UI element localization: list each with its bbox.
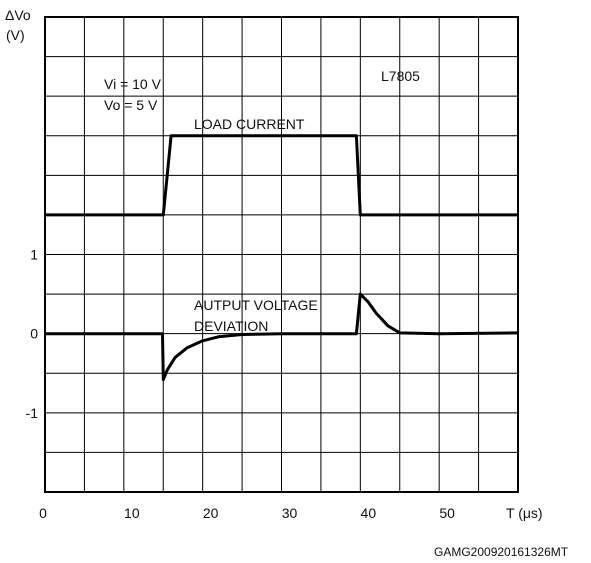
series-group — [45, 134, 519, 382]
footer-code: GAMG200920161326MT — [434, 545, 569, 559]
condition-vo: Vo = 5 V — [104, 97, 158, 113]
x-tick-label: 0 — [39, 505, 47, 521]
series-label-load-current: LOAD CURRENT — [194, 116, 305, 132]
series-label-output-deviation: AUTPUT VOLTAGE DEVIATION — [194, 297, 322, 334]
x-tick-label: 10 — [124, 505, 140, 521]
series-line-load-current — [45, 134, 518, 217]
chart-grid — [45, 17, 518, 492]
plot-frame — [44, 16, 519, 493]
part-label: L7805 — [381, 68, 420, 84]
series-line-output-deviation — [45, 292, 519, 382]
y-tick-label: 1 — [30, 247, 38, 263]
y-tick-label: 0 — [30, 326, 38, 342]
y-axis-label: ΔVo — [5, 7, 31, 23]
y-tick-label: -1 — [26, 405, 39, 421]
series-label-output-line1: AUTPUT VOLTAGE — [194, 297, 318, 313]
x-tick-label: 20 — [203, 505, 219, 521]
condition-vi: Vi = 10 V — [104, 76, 162, 92]
x-tick-label: 30 — [282, 505, 298, 521]
x-axis-label: T (μs) — [506, 505, 543, 521]
x-tick-label: 40 — [361, 505, 377, 521]
series-label-output-line2: DEVIATION — [194, 318, 268, 334]
x-tick-label: 50 — [439, 505, 455, 521]
y-axis-unit: (V) — [6, 27, 25, 43]
